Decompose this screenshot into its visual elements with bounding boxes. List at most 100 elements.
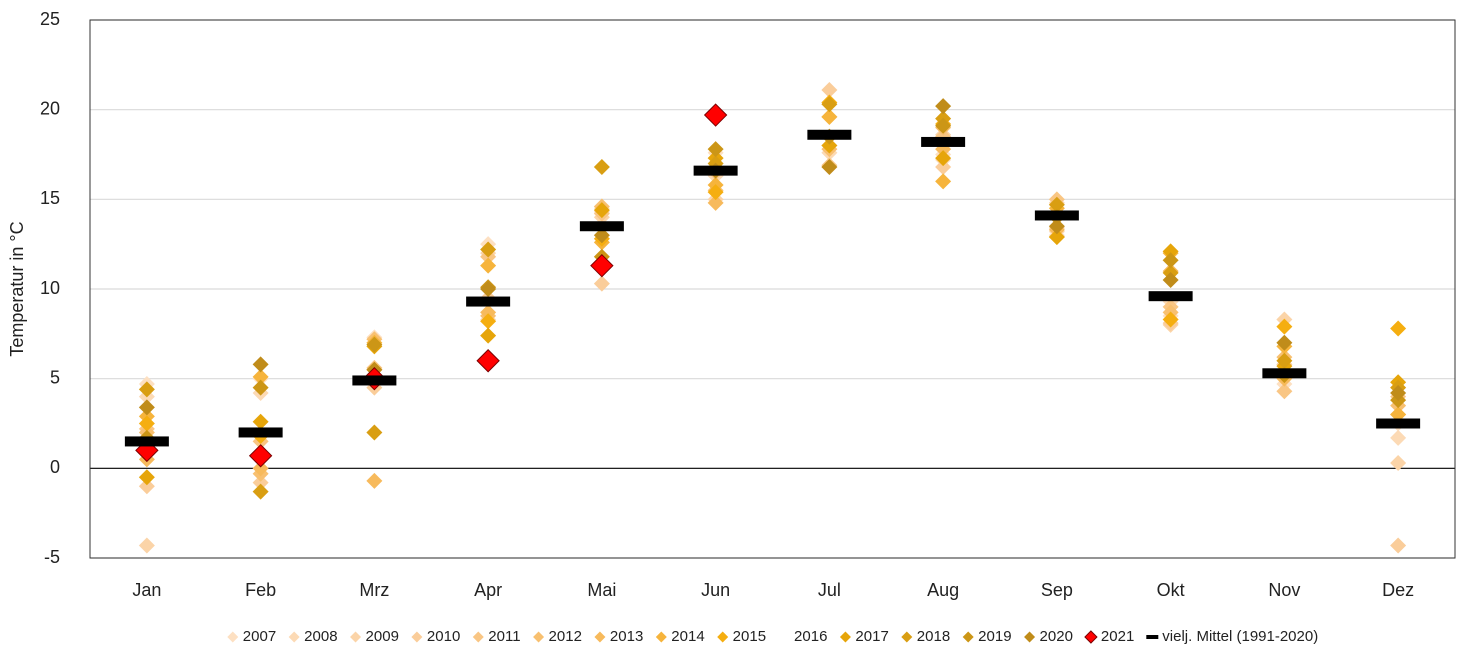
legend-swatch <box>1024 631 1036 643</box>
point <box>590 253 614 278</box>
legend-label: 2014 <box>671 628 704 645</box>
legend-label: 2008 <box>304 628 337 645</box>
point <box>1162 272 1179 289</box>
point <box>707 141 724 158</box>
legend-label: 2013 <box>610 628 643 645</box>
legend-label: 2020 <box>1040 628 1073 645</box>
legend-swatch <box>594 631 606 643</box>
mean-bar <box>1034 210 1079 221</box>
x-tick-label: Jul <box>818 580 841 600</box>
point <box>593 275 610 292</box>
point <box>480 313 497 330</box>
x-tick-label: Dez <box>1382 580 1414 600</box>
point <box>138 381 155 398</box>
point <box>1162 243 1179 260</box>
legend-swatch <box>839 631 851 643</box>
legend: 2007 2008 2009 2010 2011 2012 2013 2014 2015 2016… <box>227 628 1318 645</box>
mean-bar <box>1148 291 1193 302</box>
legend-swatch <box>227 631 239 643</box>
point <box>252 474 269 491</box>
point <box>935 117 952 134</box>
point <box>593 202 610 219</box>
point <box>1390 429 1407 446</box>
point <box>476 349 500 373</box>
x-tick-label: Mrz <box>359 580 389 600</box>
point <box>366 472 383 489</box>
point <box>480 327 497 344</box>
point <box>366 336 383 353</box>
point <box>821 137 838 154</box>
legend-swatch <box>288 631 300 643</box>
point <box>1162 311 1179 328</box>
legend-label: 2012 <box>549 628 582 645</box>
legend-swatch <box>717 631 729 643</box>
mean-bar <box>466 296 511 307</box>
point <box>1048 218 1065 235</box>
point <box>138 478 155 495</box>
mean-bar <box>807 129 852 140</box>
point <box>480 281 497 297</box>
mean-bar <box>238 427 283 438</box>
point <box>366 424 383 441</box>
legend-label: 2019 <box>978 628 1011 645</box>
y-axis-label: Temperatur in °C <box>7 221 27 356</box>
legend-label: 2010 <box>427 628 460 645</box>
legend-label: 2007 <box>243 628 276 645</box>
legend-swatch <box>533 631 545 643</box>
x-tick-label: Feb <box>245 580 276 600</box>
point <box>252 483 269 500</box>
legend-label: 2011 <box>488 628 520 645</box>
point <box>821 81 838 98</box>
legend-label: 2017 <box>855 628 888 645</box>
point <box>480 241 497 258</box>
legend-swatch <box>1146 635 1159 639</box>
legend-label: 2018 <box>917 628 950 645</box>
point <box>1276 383 1293 400</box>
x-tick-label: Aug <box>927 580 959 600</box>
x-tick-label: Nov <box>1268 580 1300 600</box>
y-tick-label: 0 <box>50 457 60 477</box>
point <box>1390 385 1407 402</box>
x-tick-label: Apr <box>474 580 502 600</box>
x-tick-label: Mai <box>587 580 616 600</box>
point <box>935 159 952 176</box>
x-tick-label: Jan <box>132 580 161 600</box>
point <box>1390 537 1407 554</box>
legend-swatch <box>962 631 974 643</box>
point <box>252 460 269 477</box>
point <box>1048 228 1065 245</box>
point <box>935 150 952 167</box>
point <box>1276 318 1293 335</box>
point <box>138 399 155 416</box>
point <box>252 356 269 373</box>
legend-swatch <box>350 631 362 643</box>
mean-bar <box>693 165 738 176</box>
legend-label: 2021 <box>1101 628 1134 645</box>
legend-label: 2016 <box>794 628 827 645</box>
point <box>252 368 269 385</box>
point <box>935 98 952 115</box>
point <box>248 444 273 468</box>
x-tick-label: Jun <box>701 580 730 600</box>
point <box>821 159 838 176</box>
legend-swatch <box>1084 630 1098 644</box>
point <box>138 415 155 432</box>
mean-bar <box>1376 418 1421 429</box>
point <box>821 96 838 113</box>
point <box>138 537 155 554</box>
legend-label: vielj. Mittel (1991-2020) <box>1162 628 1318 645</box>
point <box>703 103 728 127</box>
x-tick-label: Okt <box>1157 580 1185 600</box>
y-tick-label: -5 <box>44 547 60 567</box>
point <box>138 469 155 486</box>
x-tick-label: Sep <box>1041 580 1073 600</box>
mean-bar <box>124 436 169 447</box>
point <box>1276 352 1293 369</box>
legend-swatch <box>411 631 423 643</box>
legend-swatch <box>655 631 667 643</box>
legend-label: 2009 <box>366 628 399 645</box>
point <box>252 413 269 430</box>
mean-bar <box>921 136 966 147</box>
point <box>480 257 497 274</box>
